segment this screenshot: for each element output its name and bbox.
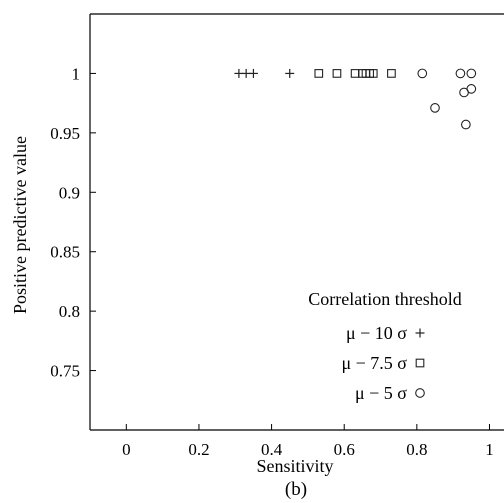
y-tick-label: 0.8: [59, 302, 80, 321]
x-tick-label: 0: [122, 440, 131, 459]
y-tick-label: 0.75: [50, 362, 80, 381]
legend-entry-label: μ − 7.5 σ: [341, 353, 407, 373]
legend-title: Correlation threshold: [308, 289, 461, 309]
x-tick-label: 0.4: [261, 440, 283, 459]
data-point-plus: [285, 68, 295, 78]
x-axis-label: Sensitivity: [256, 456, 333, 476]
x-tick-label: 0.2: [188, 440, 209, 459]
legend-entry-label: μ − 5 σ: [355, 383, 407, 403]
ticks: 0 0.2 0.4 0.6 0.8 1 0.75 0.8 0.85 0.9 0.95 1: [50, 64, 493, 459]
data-point-plus: [248, 68, 258, 78]
y-axis-label: Positive predictive value: [10, 136, 30, 314]
data-points: [234, 68, 477, 130]
data-point-square: [387, 69, 396, 78]
axes: [89, 13, 504, 431]
y-tick-label: 0.95: [50, 124, 80, 143]
y-tick-label: 0.85: [50, 243, 80, 262]
data-point-square: [314, 69, 324, 78]
legend-marker-circle: [415, 388, 425, 398]
panel-label: (b): [285, 479, 307, 500]
data-point-circle: [430, 103, 440, 113]
data-point-circle: [461, 119, 471, 130]
data-point-square: [350, 69, 360, 78]
legend-entry-label: μ − 10 σ: [346, 323, 407, 343]
legend-marker-square: [415, 358, 425, 368]
legend-marker-plus: [415, 328, 425, 338]
x-tick-label: 0.8: [406, 440, 427, 459]
x-tick-label: 1: [485, 440, 494, 459]
data-point-circle: [466, 68, 477, 79]
x-tick-label: 0.6: [334, 440, 355, 459]
legend: Correlation threshold μ − 10 σ μ − 7.5 σ μ …: [308, 289, 461, 403]
data-point-circle: [455, 68, 466, 79]
data-point-circle: [417, 68, 428, 79]
y-tick-label: 0.9: [59, 183, 80, 202]
y-tick-label: 1: [72, 64, 81, 83]
data-point-square: [332, 69, 342, 78]
data-point-circle: [466, 84, 477, 94]
data-point-square: [368, 69, 378, 78]
